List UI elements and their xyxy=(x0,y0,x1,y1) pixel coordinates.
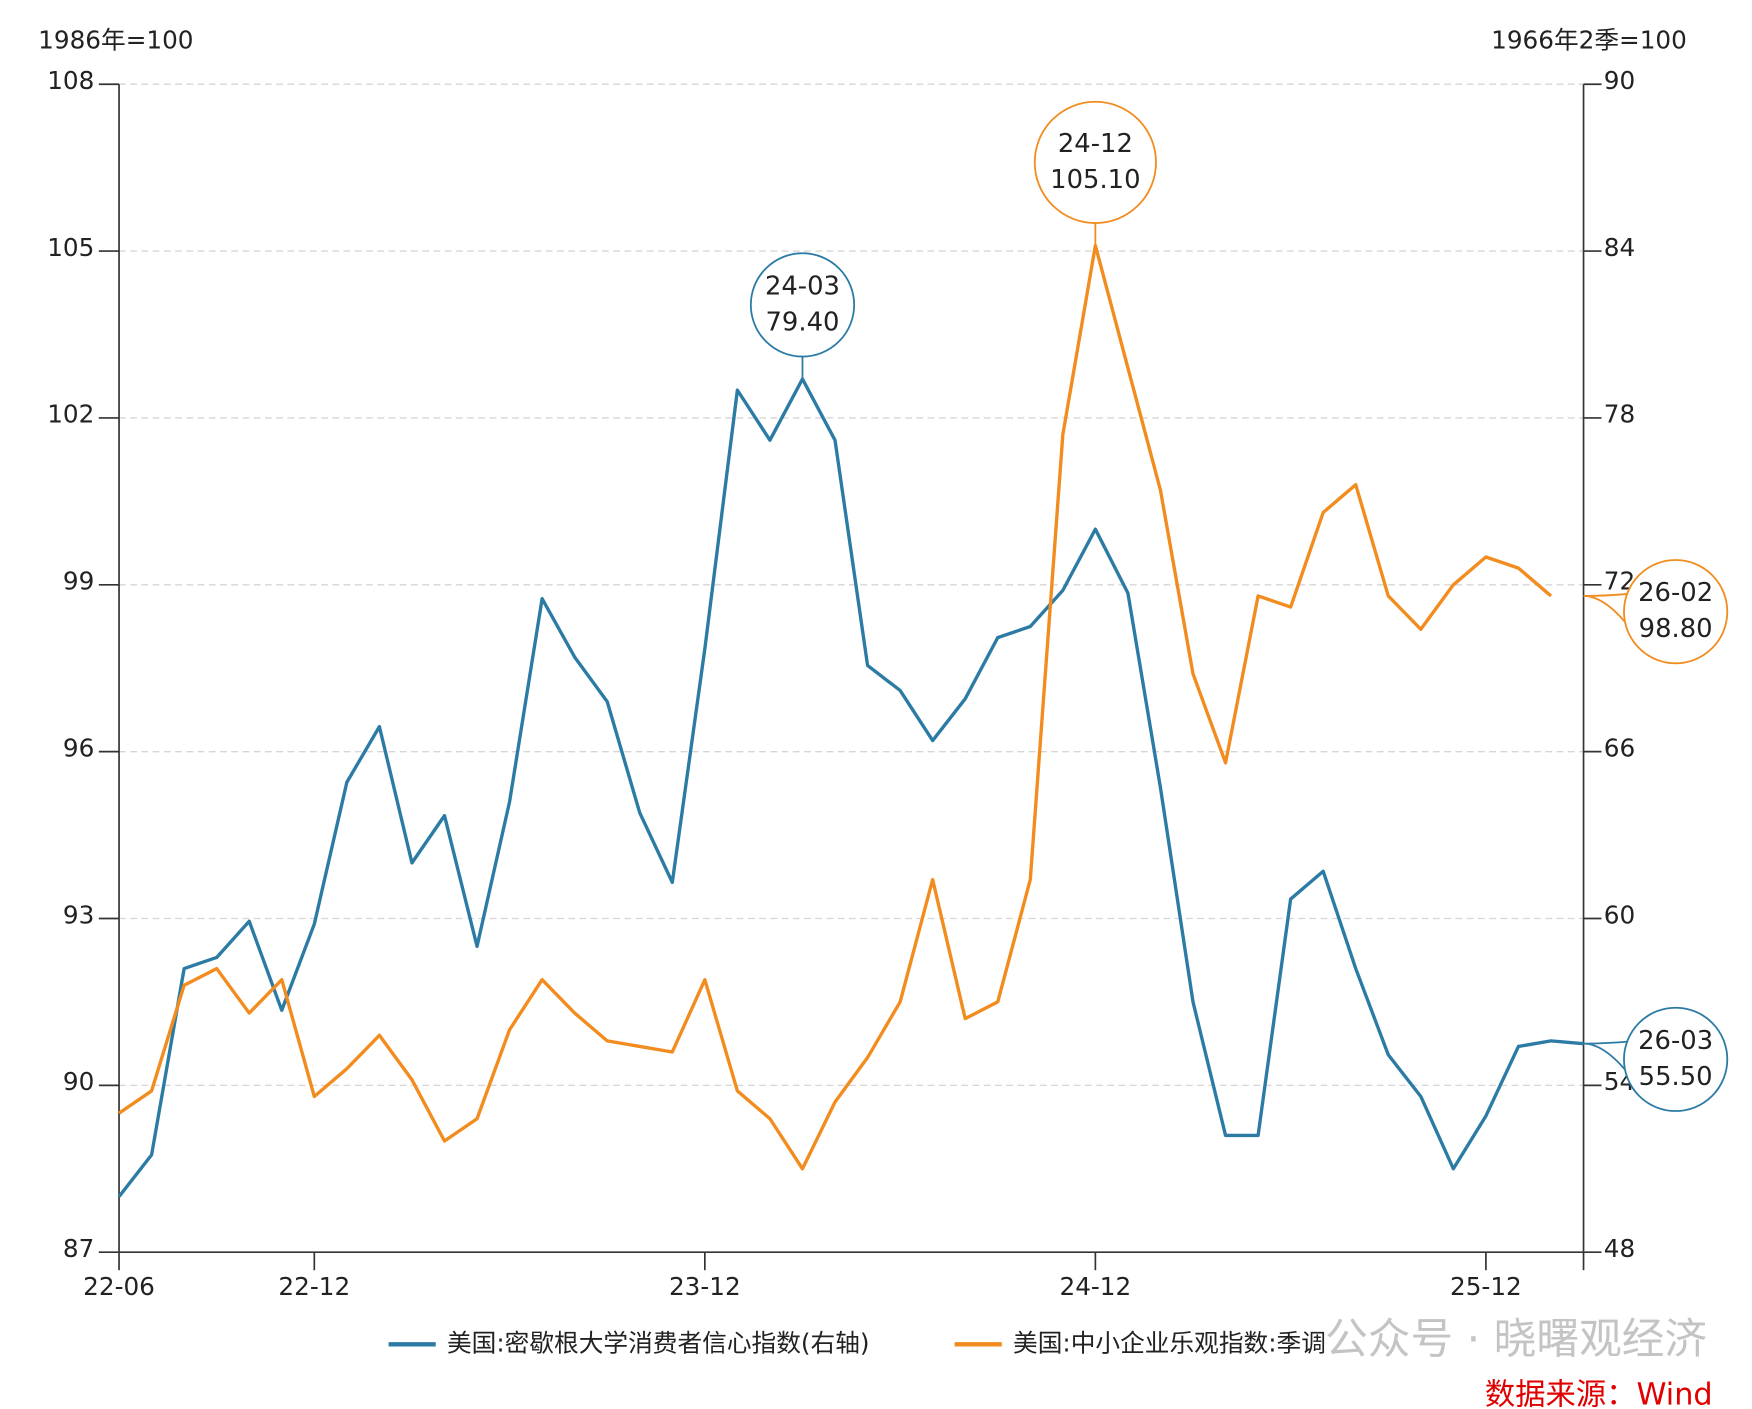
watermark: 公众号 · 晓曙观经济 xyxy=(1325,1315,1707,1365)
y-axis-label: 1986年=100 xyxy=(38,26,193,55)
y2-axis-label: 1966年2季=100 xyxy=(1491,26,1687,55)
annotation: 26-03 55.50 xyxy=(1583,1006,1729,1112)
x-tick-label: 22-06 xyxy=(83,1272,155,1301)
annotation: 26-02 98.80 xyxy=(1583,559,1729,665)
annotation-date: 26-03 xyxy=(1638,1026,1713,1056)
y-tick-label: 108 xyxy=(47,66,94,95)
x-tick-label: 25-12 xyxy=(1450,1272,1522,1301)
annotation-date: 26-02 xyxy=(1638,578,1713,608)
y-tick-label: 87 xyxy=(63,1234,94,1263)
annotation-bubble xyxy=(1033,100,1157,224)
y2-tick-label: 78 xyxy=(1604,400,1635,429)
annotation: 24-12 105.10 xyxy=(1033,100,1157,246)
x-tick-label: 24-12 xyxy=(1059,1272,1131,1301)
annotation-value: 98.80 xyxy=(1639,614,1713,644)
source: 数据来源：Wind xyxy=(1485,1377,1713,1409)
x-tick-label: 23-12 xyxy=(669,1272,741,1301)
annotation-value: 105.10 xyxy=(1050,165,1140,195)
x-tick-label: 22-12 xyxy=(278,1272,350,1301)
legend-label: 美国:中小企业乐观指数:季调 xyxy=(1013,1328,1326,1357)
y2-tick-label: 48 xyxy=(1604,1234,1635,1263)
annotation: 24-03 79.40 xyxy=(749,252,856,380)
annotation-value: 55.50 xyxy=(1639,1062,1713,1092)
y-tick-label: 99 xyxy=(63,567,94,596)
y-tick-label: 90 xyxy=(63,1067,94,1096)
y2-tick-label: 66 xyxy=(1604,733,1635,762)
series-line xyxy=(117,377,1584,1198)
y-tick-label: 96 xyxy=(63,733,94,762)
y2-tick-label: 90 xyxy=(1604,66,1635,95)
y-tick-label: 93 xyxy=(63,900,94,929)
y-tick-label: 105 xyxy=(47,233,94,262)
annotation-bubble xyxy=(1623,559,1729,665)
legend-label: 美国:密歇根大学消费者信心指数(右轴) xyxy=(447,1328,870,1357)
y2-tick-label: 60 xyxy=(1604,900,1635,929)
annotation-date: 24-12 xyxy=(1058,129,1133,159)
annotation-date: 24-03 xyxy=(765,271,840,301)
annotation-value: 79.40 xyxy=(765,307,839,337)
annotation-bubble xyxy=(749,252,856,358)
series-line xyxy=(118,243,1553,1171)
y2-tick-label: 84 xyxy=(1604,233,1635,262)
annotation-bubble xyxy=(1623,1006,1729,1112)
y-tick-label: 102 xyxy=(47,400,94,429)
